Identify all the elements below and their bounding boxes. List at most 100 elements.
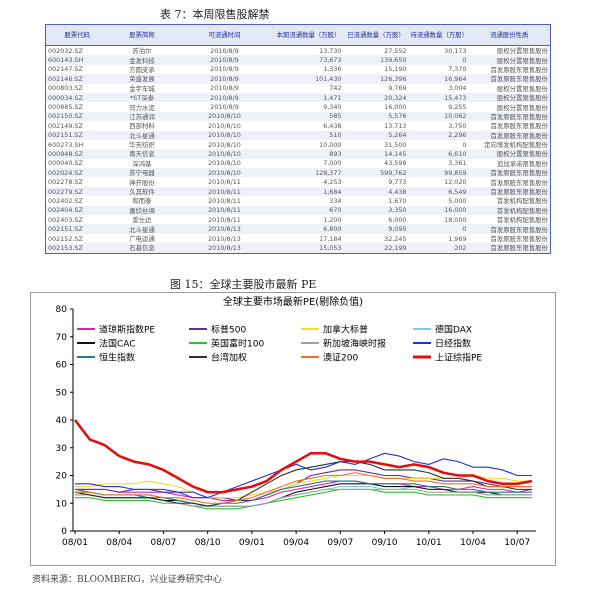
y-tick-label: 80 (56, 305, 68, 315)
cell: 6,549 (408, 186, 469, 197)
cell: 12,020 (444, 178, 467, 187)
series-line (75, 452, 532, 499)
header-cell: 股票代码 (45, 24, 109, 46)
cell: 6,000 (388, 215, 407, 224)
table-row: 002151.SZ 北斗星通 2010/8/13 6,800 9,095 0 首发原股东限售… (45, 224, 551, 234)
table-row: 002403.SZ 爱仕达 2010/8/11 1,200 6,000 18,000 首发机… (46, 215, 551, 225)
cell: 000040.SZ (48, 159, 83, 168)
cell: 和而泰 (132, 197, 152, 206)
cell: 追加承诺限售股份 (496, 159, 548, 168)
cell: 000948.SZ (45, 149, 109, 159)
chart-title: 全球主要市场最新PE(剔除负值) (223, 295, 363, 308)
cell: 5,576 (343, 111, 409, 122)
cell: 5,264 (343, 130, 409, 140)
cell: 2010/8/10 (175, 149, 274, 159)
x-tick-label: 09/07 (327, 538, 353, 548)
cell: 002151.SZ (45, 130, 109, 140)
table-row: 002152.SZ 广电运通 2010/8/13 17,184 32,245 1,969 首… (46, 234, 551, 244)
table-row: 002149.SZ 西部材料 2010/8/10 6,438 13,713 3,750 首发… (46, 121, 551, 131)
header-cell: 本期流通数量（万股） (273, 24, 344, 46)
x-tick-label: 08/10 (195, 538, 221, 548)
cell: 99,859 (408, 168, 469, 178)
cell: 000034.SZ (45, 92, 109, 103)
cell: 荣盛发展 (108, 74, 176, 84)
x-tick-label: 10/04 (460, 538, 486, 548)
cell: 5,000 (448, 196, 467, 205)
cell: 首发原股东限售股份 (468, 243, 551, 254)
cell: 16,000 (384, 103, 407, 112)
cell: 9,255 (448, 103, 467, 112)
cell: 南天信息 (108, 149, 176, 159)
table-row: 002032.SZ 苏泊尔 2010/8/9 13,730 27,552 30,173 股权… (46, 46, 551, 56)
cell: 10,000 (319, 140, 342, 149)
header-cell: 可流通时间 (175, 24, 274, 46)
cell: 0 (408, 55, 469, 65)
cell: 2010/8/10 (208, 140, 241, 149)
cell: 首发机构配售股份 (468, 205, 551, 216)
cell: 方圆支承 (129, 65, 155, 74)
cell: 9,095 (343, 224, 409, 234)
cell: 32,245 (384, 234, 407, 243)
table-row: 002153.SZ 石基信息 2010/8/13 15,053 22,199 202 首发原… (45, 243, 551, 254)
cell: 2010/8/11 (175, 205, 274, 216)
cell: 20,324 (343, 92, 409, 103)
cell: 0 (462, 140, 467, 149)
cell: 首发原股东限售股份 (468, 186, 551, 197)
cell: 002151.SZ (45, 224, 109, 234)
cell: 16,964 (408, 74, 469, 84)
cell: 101,430 (273, 74, 344, 84)
legend-label: 德国DAX (435, 324, 472, 336)
cell: 苏泊尔 (132, 47, 152, 56)
cell: 73,673 (273, 55, 344, 65)
cell: 510 (273, 130, 344, 140)
cell: 893 (273, 149, 344, 159)
cell: 1,200 (323, 215, 342, 224)
cell: 首发原股东限售股份 (490, 65, 548, 74)
y-tick-label: 10 (56, 499, 68, 509)
cell: 2010/8/13 (208, 234, 241, 243)
y-tick-label: 70 (56, 333, 68, 343)
cell: 1,670 (388, 196, 407, 205)
cell: 10,062 (408, 111, 469, 122)
table-row: 002150.SZ 江苏通润 2010/8/10 585 5,576 10,062 首发原股… (45, 111, 551, 122)
cell: 2010/8/9 (175, 92, 274, 103)
legend-label: 恒生指数 (99, 352, 135, 364)
cell: 002152.SZ (48, 234, 83, 243)
y-tick-label: 40 (56, 416, 68, 426)
cell: 苏宁电器 (108, 168, 176, 178)
legend-label: 加拿大标普 (323, 324, 368, 336)
cell: 3,004 (448, 84, 467, 93)
cell: 金发科技 (108, 55, 176, 65)
cell: 002402.SZ (48, 196, 83, 205)
cell: 9,773 (388, 178, 407, 187)
cell: 2010/8/9 (175, 74, 274, 84)
cell: 2010/8/11 (208, 215, 241, 224)
cell: 002150.SZ (45, 111, 109, 122)
cell: 0 (408, 224, 469, 234)
legend-label: 法国CAC (99, 338, 136, 350)
cell: 16,000 (408, 205, 469, 216)
cell: 7,370 (448, 65, 467, 74)
cell: 6,610 (408, 149, 469, 159)
series-line (75, 472, 532, 504)
cell: 首发原股东限售股份 (468, 168, 551, 178)
cell: 首发原股东限售股份 (468, 74, 551, 84)
cell: 15,053 (273, 243, 344, 254)
header-row: 股票代码 股票简称 可流通时间 本期流通数量（万股） 已流通数量（万股） 待流通数量（万股… (45, 24, 551, 46)
table-row: 000885.SZ 同力水泥 2010/8/9 9,340 16,000 9,255 股权分… (46, 102, 551, 112)
cell: 金宇车城 (129, 84, 155, 93)
cell: 嘉欣丝绸 (108, 205, 176, 216)
y-tick-label: 60 (56, 361, 68, 371)
table-row: 000948.SZ 南天信息 2010/8/10 893 14,145 6,610 股权分置… (45, 149, 551, 159)
cell: 首发原股东限售股份 (490, 122, 548, 131)
cell: 13,730 (319, 46, 342, 55)
cell: 石基信息 (108, 243, 176, 254)
y-tick-label: 50 (56, 388, 68, 398)
cell: 2010/8/9 (210, 84, 239, 93)
cell: 2010/8/9 (210, 46, 239, 55)
figure-title: 图 15：全球主要股市最新 PE (170, 278, 317, 291)
cell: 华芳纺织 (129, 141, 155, 150)
cell: 002149.SZ (48, 121, 83, 130)
y-tick-label: 30 (56, 444, 68, 454)
table: 股票代码 股票简称 可流通时间 本期流通数量（万股） 已流通数量（万股） 待流通数量（万股… (45, 24, 551, 254)
